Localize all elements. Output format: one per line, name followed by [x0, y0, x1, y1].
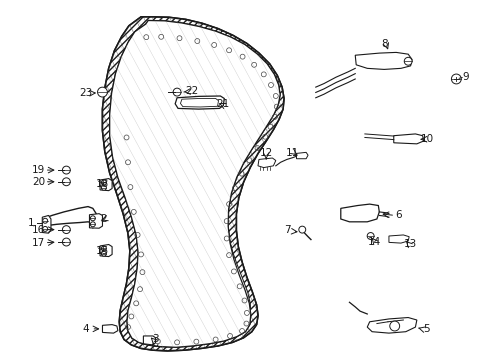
Polygon shape: [296, 152, 307, 159]
Text: 10: 10: [420, 134, 433, 144]
Text: 3: 3: [152, 334, 159, 345]
Text: 11: 11: [285, 148, 299, 158]
Text: 16: 16: [32, 225, 45, 235]
Circle shape: [366, 233, 373, 239]
Polygon shape: [340, 204, 379, 222]
Circle shape: [62, 238, 70, 246]
Polygon shape: [180, 99, 218, 107]
Polygon shape: [366, 318, 416, 333]
Text: 12: 12: [259, 148, 272, 158]
Polygon shape: [89, 214, 102, 228]
Circle shape: [42, 218, 47, 223]
Polygon shape: [143, 336, 155, 345]
Circle shape: [298, 226, 305, 233]
Polygon shape: [42, 215, 51, 233]
Circle shape: [97, 87, 107, 97]
Circle shape: [101, 246, 106, 251]
Circle shape: [42, 226, 47, 231]
Polygon shape: [100, 179, 112, 191]
Circle shape: [62, 178, 70, 186]
Text: 5: 5: [422, 324, 429, 334]
Text: 1: 1: [27, 218, 34, 228]
Circle shape: [173, 88, 181, 96]
Text: 9: 9: [462, 72, 468, 82]
Text: 13: 13: [403, 239, 416, 249]
Polygon shape: [115, 22, 277, 343]
Circle shape: [450, 74, 460, 84]
Text: 17: 17: [32, 238, 45, 248]
Polygon shape: [102, 17, 284, 351]
Polygon shape: [258, 158, 275, 168]
Circle shape: [90, 222, 95, 227]
Polygon shape: [109, 21, 280, 347]
Circle shape: [389, 321, 399, 331]
Polygon shape: [100, 244, 112, 257]
Polygon shape: [393, 134, 423, 144]
Text: 18: 18: [96, 179, 109, 189]
Circle shape: [62, 166, 70, 174]
Text: 4: 4: [82, 324, 89, 334]
Circle shape: [90, 216, 95, 221]
Text: 8: 8: [380, 39, 386, 49]
Polygon shape: [109, 21, 280, 347]
Text: 21: 21: [216, 99, 229, 109]
Text: 14: 14: [367, 237, 380, 247]
Polygon shape: [388, 235, 408, 243]
Circle shape: [101, 185, 106, 190]
Circle shape: [101, 251, 106, 256]
Polygon shape: [121, 26, 274, 340]
Text: 2: 2: [101, 214, 107, 224]
Polygon shape: [354, 53, 411, 69]
Circle shape: [62, 226, 70, 234]
Polygon shape: [102, 17, 284, 351]
Text: 23: 23: [79, 88, 92, 98]
Circle shape: [404, 57, 411, 65]
Text: 20: 20: [32, 177, 45, 187]
Text: 6: 6: [394, 211, 401, 220]
Polygon shape: [175, 96, 224, 109]
Text: 15: 15: [96, 246, 109, 256]
Text: 7: 7: [284, 225, 290, 235]
Text: 19: 19: [32, 165, 45, 175]
Circle shape: [101, 180, 106, 185]
Polygon shape: [102, 325, 118, 333]
Text: 22: 22: [184, 86, 198, 96]
